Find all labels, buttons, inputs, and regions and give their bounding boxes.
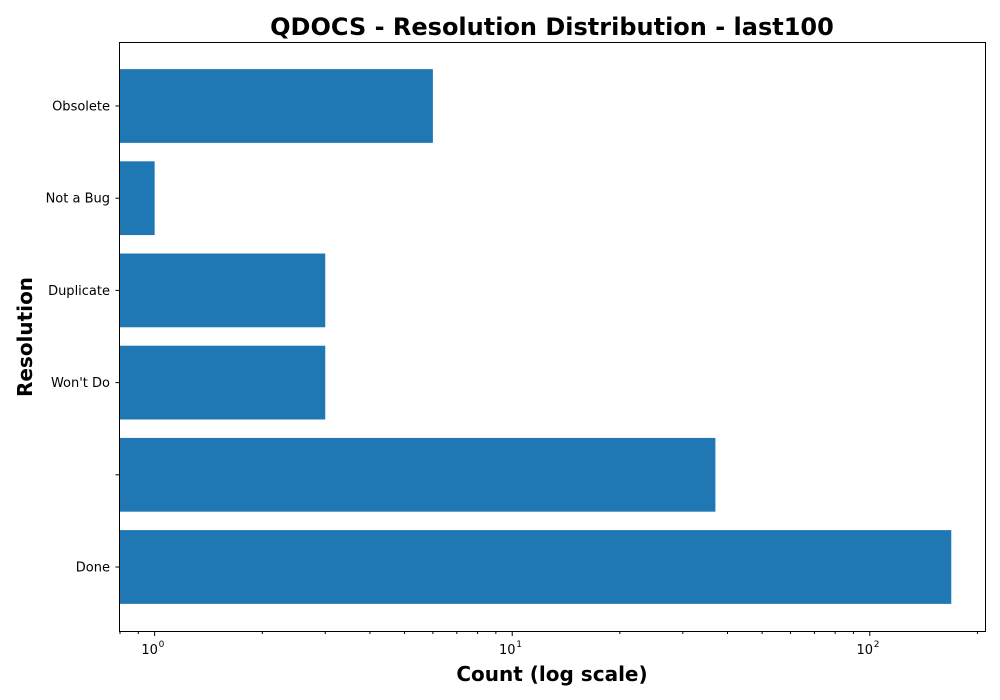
y-tick-label-obsolete: Obsolete [52,100,110,115]
y-tick-label-won-t-do: Won't Do [51,376,110,391]
bar-duplicate [120,253,326,328]
bar-won-t-do [120,345,326,420]
x-tick-exponent-1: 1 [516,640,522,650]
bars-group [120,69,952,604]
x-axis-ticks: 10 0 10 1 10 2 [119,631,978,658]
y-tick-label-not-a-bug: Not a Bug [46,192,110,207]
bar-done [120,530,952,604]
y-axis-ticks: Done Won't Do Duplicate Not a Bug Obsolete [46,100,120,576]
x-tick-exponent-0: 0 [159,640,165,650]
x-axis-label: Count (log scale) [456,662,647,686]
x-tick-label-0: 10 [141,643,158,658]
y-tick-label-duplicate: Duplicate [48,284,110,299]
chart-title: QDOCS - Resolution Distribution - last10… [270,13,834,41]
y-axis-label: Resolution [13,277,37,397]
x-tick-label-2: 10 [857,643,874,658]
bar-unnamed [120,437,716,512]
y-tick-label-done: Done [76,561,110,576]
bar-obsolete [120,69,433,143]
x-tick-label-1: 10 [499,643,516,658]
bar-not-a-bug [120,161,155,236]
plot-frame [119,42,986,632]
x-tick-exponent-2: 2 [874,640,880,650]
